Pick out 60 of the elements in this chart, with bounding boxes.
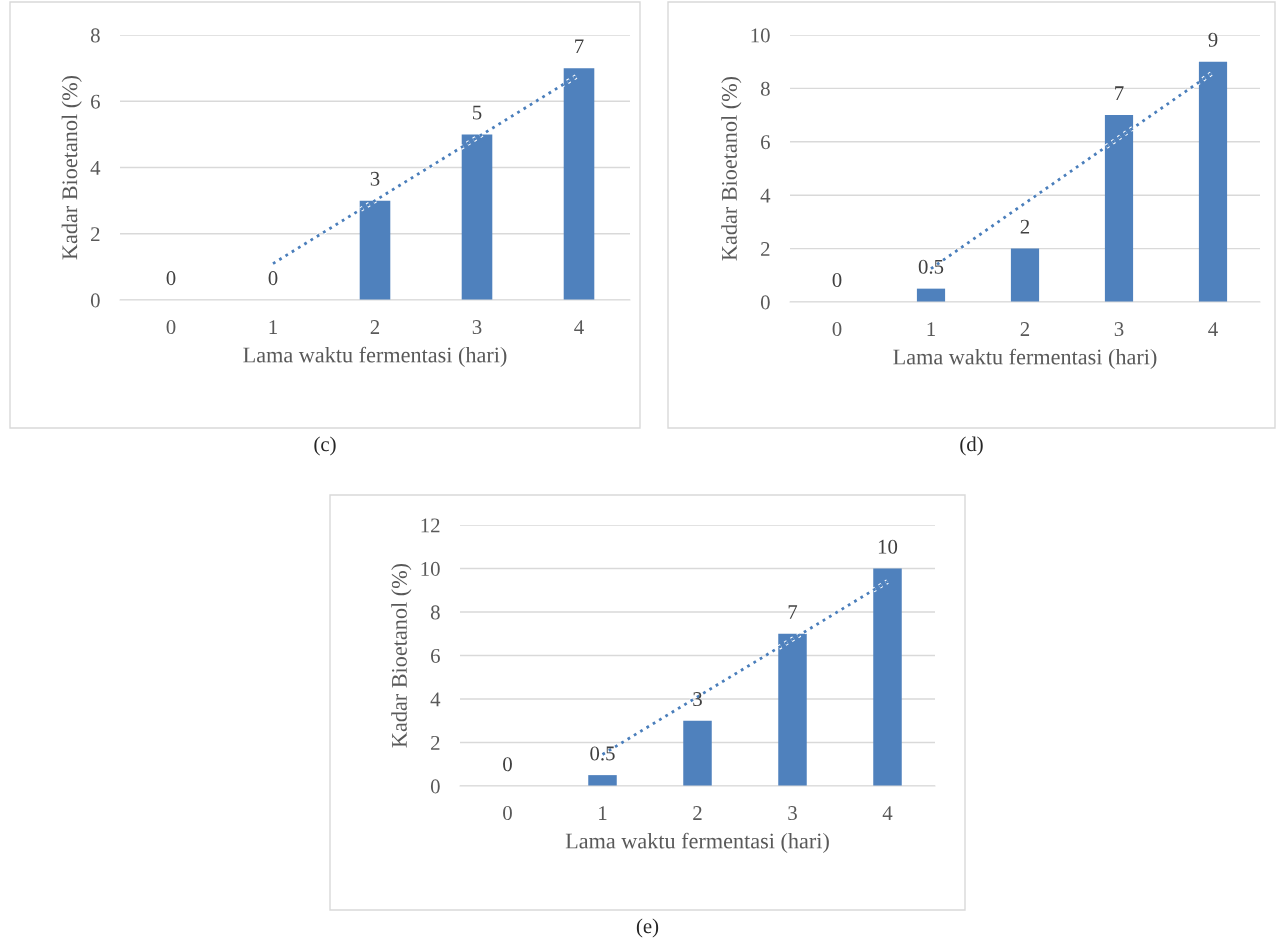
bar: [1010, 248, 1040, 302]
x-tick-label: 4: [882, 806, 893, 820]
x-tick-label: 2: [693, 806, 702, 820]
x-tick-label: 3: [472, 320, 482, 335]
x-tick-label: 2: [1020, 322, 1030, 336]
text: (e): [636, 918, 659, 938]
y-axis-title: Kadar Bioetanol (%): [61, 75, 82, 260]
y-tick-label: 10: [751, 28, 770, 43]
x-axis-title: Lama waktu fermentasi (hari): [893, 348, 1157, 370]
data-label: 0: [166, 271, 176, 286]
text: (d): [960, 436, 983, 456]
y-tick-label: 0: [90, 293, 100, 308]
bar: [588, 775, 617, 786]
y-tick-label: 0: [760, 295, 770, 310]
y-tick-label: 6: [91, 94, 100, 109]
y-tick-label: 4: [430, 692, 441, 707]
x-tick-label: 1: [269, 320, 277, 334]
data-label: 0.5: [590, 746, 615, 761]
x-tick-label: 4: [1208, 322, 1218, 336]
x-tick-label: 0: [503, 806, 512, 821]
bar: [683, 720, 712, 786]
y-tick-label: 4: [90, 161, 101, 175]
y-tick-label: 8: [90, 28, 100, 43]
y-axis-title: Kadar Bioetanol (%): [721, 76, 742, 261]
x-tick-label: 4: [574, 320, 584, 334]
data-label: 2: [1020, 219, 1030, 234]
y-tick-label: 2: [431, 735, 440, 750]
y-tick-label: 6: [431, 648, 440, 663]
x-tick-label: 3: [1114, 322, 1124, 337]
y-tick-label: 2: [761, 242, 770, 256]
y-tick-label: 4: [760, 188, 771, 203]
text: (c): [314, 436, 336, 456]
x-tick-label: 2: [370, 320, 380, 334]
y-tick-label: 8: [430, 605, 440, 620]
y-tick-label: 8: [760, 81, 770, 96]
data-label: 7: [788, 605, 798, 619]
y-axis-title: Kadar Bioetanol (%): [391, 563, 412, 748]
y-tick-label: 6: [761, 135, 770, 150]
x-tick-label: 1: [927, 322, 935, 336]
y-tick-label: 12: [421, 518, 440, 533]
data-label: 0: [503, 757, 512, 772]
y-tick-label: 10: [421, 561, 440, 576]
x-tick-label: 0: [832, 322, 842, 337]
data-label: 7: [575, 39, 584, 54]
data-label: 7: [1115, 86, 1124, 100]
x-tick-label: 1: [599, 806, 607, 820]
data-label: 9: [1208, 32, 1218, 47]
x-tick-label: 3: [788, 806, 797, 821]
data-label: 3: [693, 692, 702, 707]
data-label: 0: [268, 271, 278, 286]
x-tick-label: 0: [166, 320, 176, 335]
data-label: 0: [832, 273, 842, 288]
x-axis-title: Lama waktu fermentasi (hari): [243, 346, 507, 368]
data-label: 3: [370, 171, 380, 186]
data-label: 5: [473, 105, 482, 120]
data-label: 10: [878, 539, 898, 554]
y-tick-label: 0: [430, 779, 440, 794]
data-label: 0.5: [918, 259, 944, 274]
x-axis-title: Lama waktu fermentasi (hari): [565, 832, 829, 854]
y-tick-label: 2: [91, 227, 100, 241]
